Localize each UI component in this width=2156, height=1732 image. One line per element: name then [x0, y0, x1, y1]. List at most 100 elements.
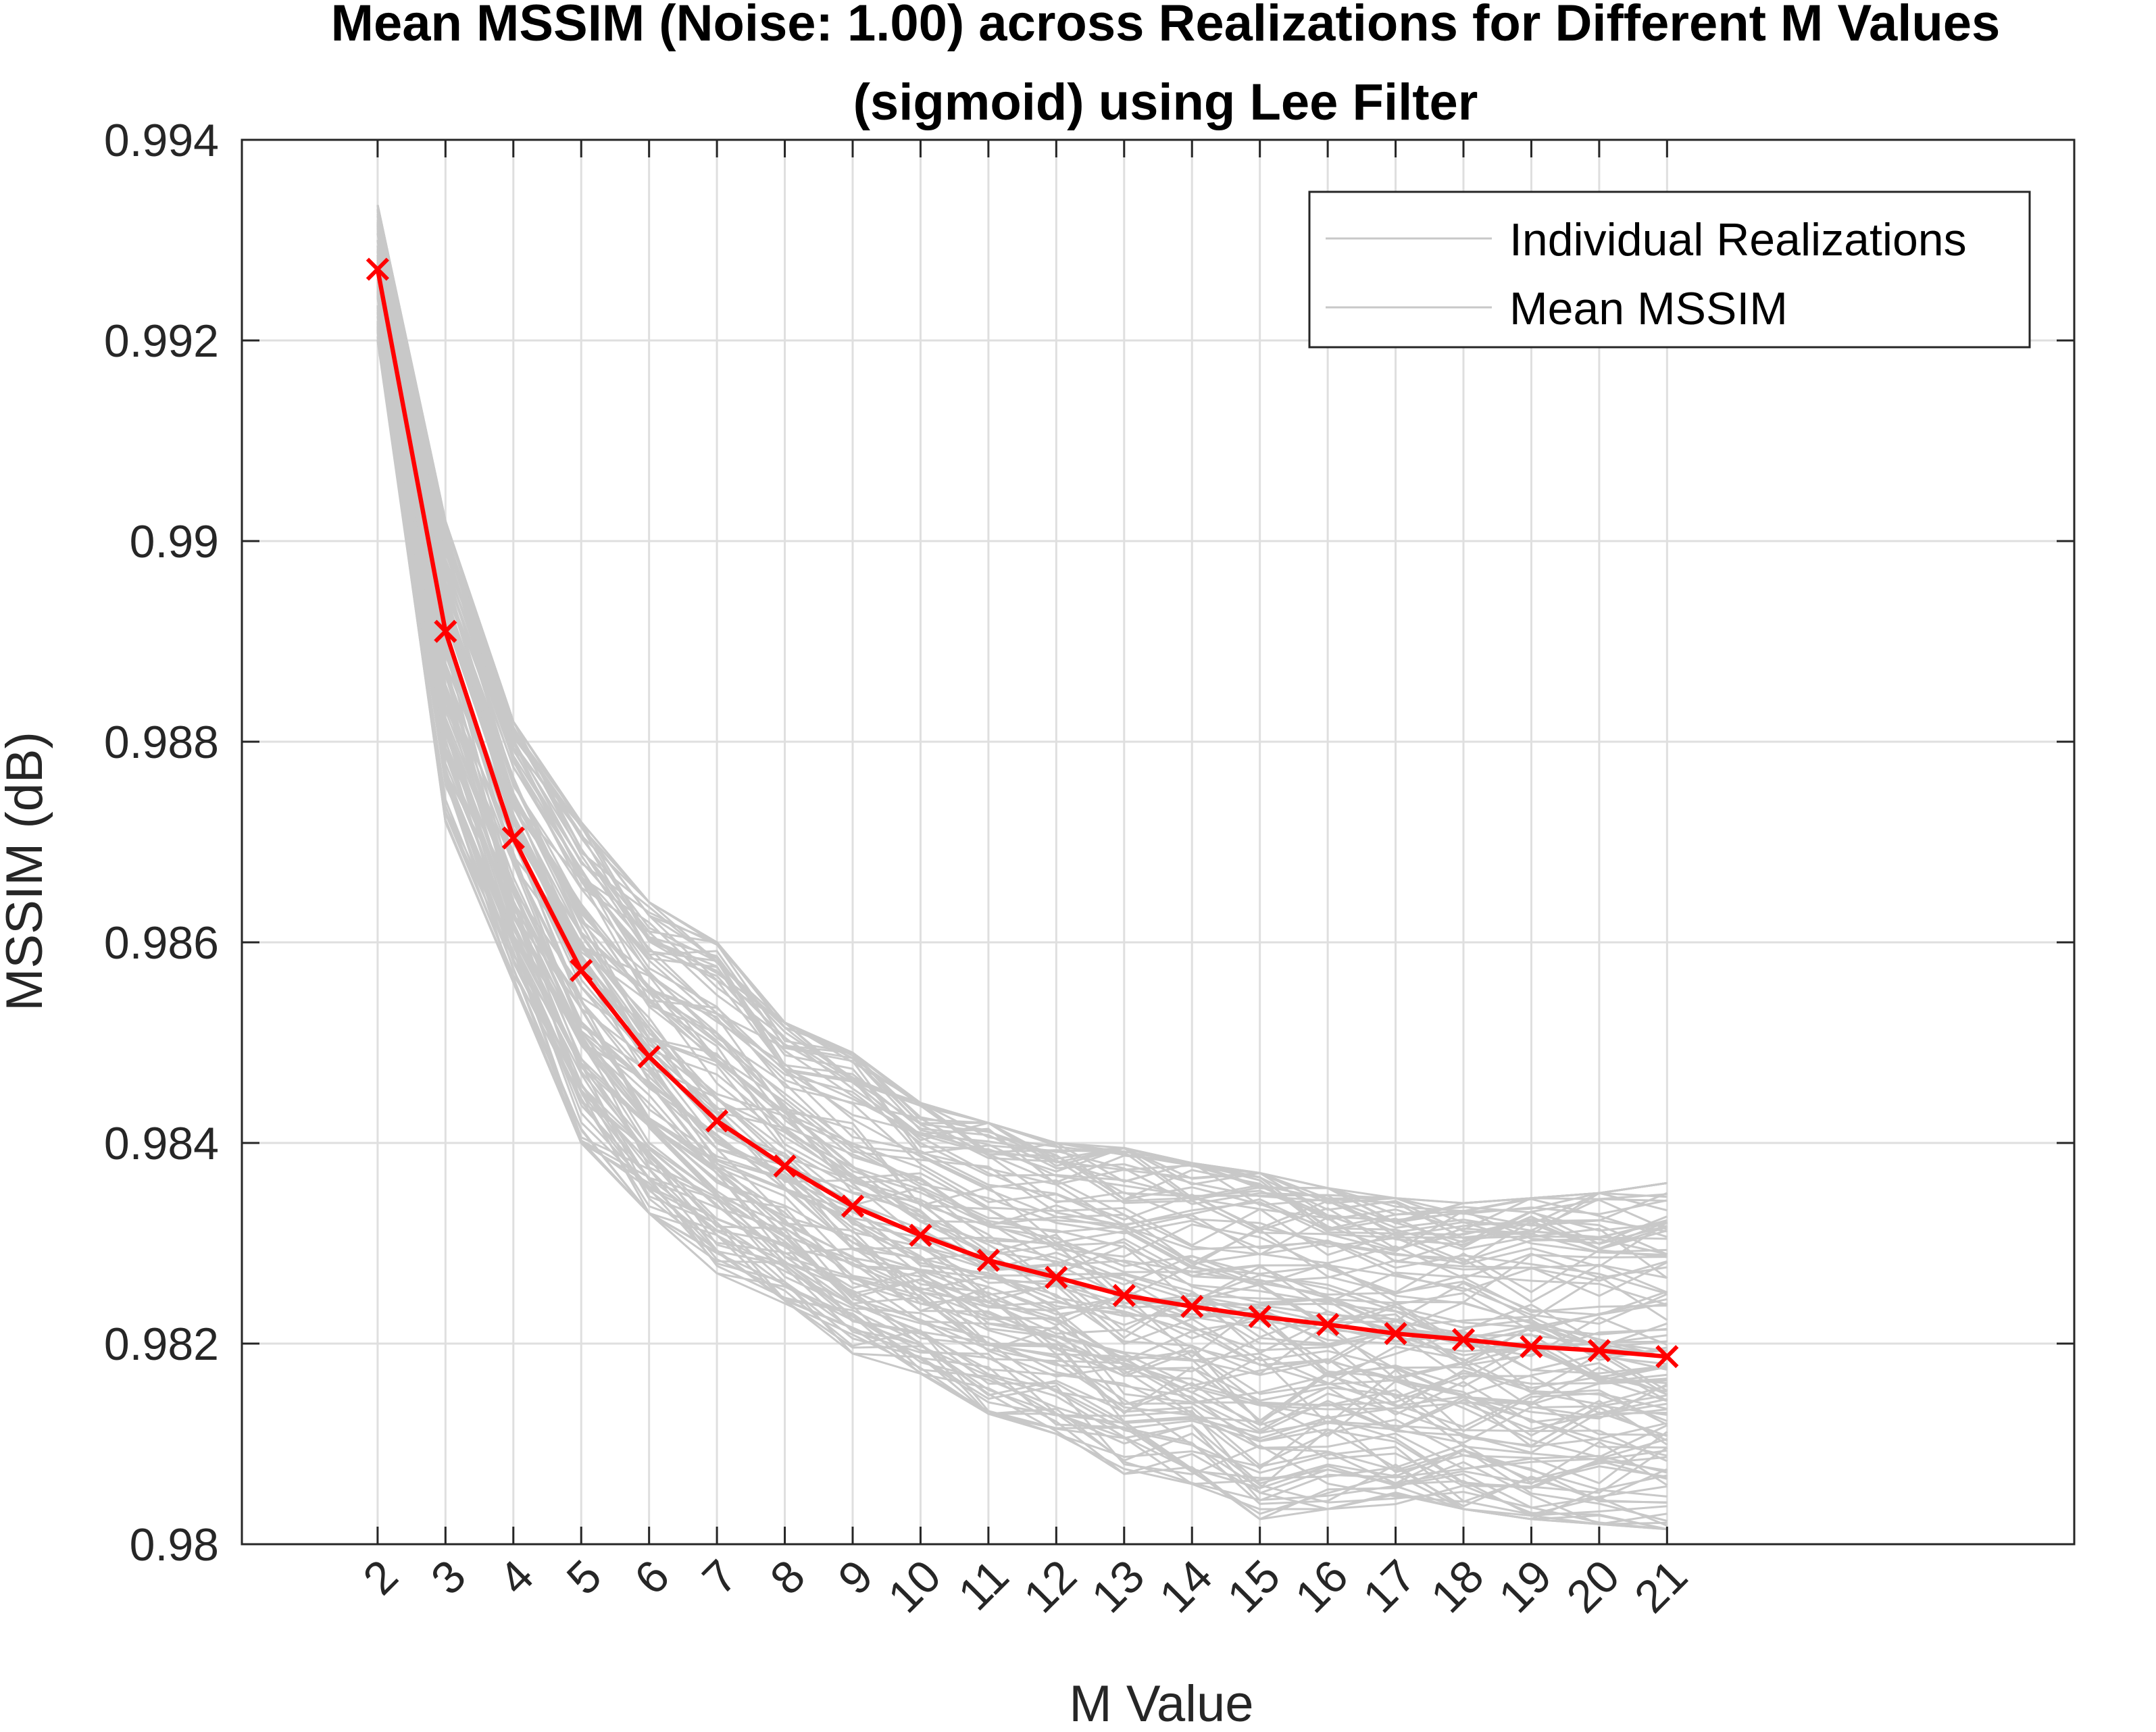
mean-marker [1180, 1294, 1204, 1319]
x-tick-label: 20 [1557, 1550, 1629, 1623]
x-tick-label: 21 [1625, 1550, 1697, 1623]
x-tick-label: 18 [1421, 1550, 1493, 1623]
realization-line [376, 263, 1668, 1388]
realization-line [376, 211, 1668, 1223]
mean-line [375, 269, 1668, 1359]
x-tick-label: 14 [1150, 1550, 1222, 1623]
realization-line [376, 313, 1668, 1470]
x-tick-label: 2 [353, 1550, 407, 1604]
y-tick-label: 0.984 [104, 1118, 219, 1169]
mean-marker [1045, 1265, 1068, 1290]
realization-line [376, 272, 1668, 1409]
mean-marker [501, 826, 525, 850]
chart-title-line-2: (sigmoid) using Lee Filter [853, 74, 1478, 131]
realization-line [376, 251, 1668, 1352]
realization-line [376, 259, 1668, 1325]
legend-box [1308, 190, 2031, 349]
realization-line [376, 283, 1668, 1428]
x-tick-label: 15 [1218, 1550, 1290, 1623]
realization-line [376, 227, 1668, 1231]
mean-marker [434, 619, 457, 643]
x-tick-label: 4 [489, 1550, 543, 1604]
realization-line [376, 311, 1668, 1436]
realization-line [376, 331, 1668, 1444]
realization-lines [376, 205, 1668, 1531]
realization-line [376, 233, 1668, 1227]
mean-marker [1587, 1339, 1611, 1362]
realization-line [376, 297, 1668, 1461]
realization-line [376, 321, 1668, 1531]
realization-line [376, 259, 1668, 1294]
realization-line [376, 294, 1668, 1431]
mean-series [366, 257, 1679, 1369]
legend: Individual Realizations Mean MSSIM [1308, 190, 2031, 349]
realization-line [376, 298, 1668, 1382]
realization-line [376, 240, 1668, 1240]
realization-line [376, 205, 1668, 1250]
realization-line [376, 261, 1668, 1357]
x-tick-label: 8 [761, 1550, 815, 1604]
x-tick-label: 5 [557, 1550, 611, 1604]
mean-marker [1451, 1327, 1476, 1352]
realization-line [376, 205, 1668, 1279]
y-tick-label: 0.982 [104, 1319, 219, 1370]
realization-line [376, 255, 1668, 1292]
realization-line [376, 246, 1668, 1279]
y-tick-label: 0.994 [104, 115, 219, 166]
realization-line [376, 232, 1668, 1361]
realization-line [376, 245, 1668, 1248]
realization-line [376, 329, 1668, 1424]
realization-line [376, 257, 1668, 1313]
realization-line [376, 251, 1668, 1358]
y-tick-labels: 0.98 0.982 0.984 0.986 0.988 0.99 0.992 0.994 [104, 115, 219, 1571]
realization-line [376, 209, 1668, 1240]
realization-line [376, 306, 1668, 1489]
x-tick-label: 16 [1285, 1550, 1357, 1623]
x-tick-label: 13 [1082, 1550, 1154, 1623]
x-tick-label: 7 [693, 1550, 747, 1604]
realization-line [376, 292, 1668, 1458]
mean-marker [1655, 1345, 1679, 1369]
realization-line [376, 285, 1668, 1379]
mean-marker [976, 1248, 1001, 1272]
realization-line [376, 307, 1668, 1449]
realization-line [376, 295, 1668, 1400]
realization-line [376, 221, 1668, 1238]
realization-line [376, 284, 1668, 1446]
realization-line [376, 271, 1668, 1402]
x-tick-label: 17 [1353, 1550, 1426, 1623]
x-tick-label: 10 [878, 1550, 951, 1623]
x-axis-label: M Value [1069, 1675, 1253, 1732]
mean-marker [570, 959, 593, 982]
chart-title-line-1: Mean MSSIM (Noise: 1.00) across Realizat… [331, 0, 2001, 52]
x-tick-label: 19 [1489, 1550, 1561, 1623]
realization-line [376, 339, 1668, 1502]
plot-area-border [241, 138, 2076, 1546]
mean-marker [1520, 1335, 1543, 1358]
y-tick-label: 0.992 [104, 315, 219, 367]
mean-marker [909, 1223, 932, 1247]
mean-marker [841, 1194, 865, 1218]
x-tick-label: 6 [625, 1550, 679, 1604]
mean-marker [1315, 1313, 1340, 1336]
mean-marker [1384, 1322, 1407, 1346]
realization-line [376, 309, 1668, 1531]
realization-line [376, 280, 1668, 1367]
realization-line [376, 290, 1668, 1433]
x-tick-label: 12 [1014, 1550, 1086, 1623]
mean-marker [637, 1045, 661, 1069]
realization-line [376, 215, 1668, 1204]
mean-marker [705, 1109, 729, 1133]
y-axis-label: MSSIM (dB) [0, 732, 53, 1011]
realization-line [376, 270, 1668, 1322]
x-tick-label: 9 [828, 1550, 882, 1604]
mean-marker [366, 257, 390, 281]
realization-line [376, 326, 1668, 1415]
x-tick-label: 3 [421, 1550, 475, 1604]
y-tick-label: 0.986 [104, 917, 219, 969]
x-tick-label: 11 [949, 1550, 1019, 1621]
axes [241, 138, 2076, 1546]
realization-line [376, 327, 1668, 1525]
